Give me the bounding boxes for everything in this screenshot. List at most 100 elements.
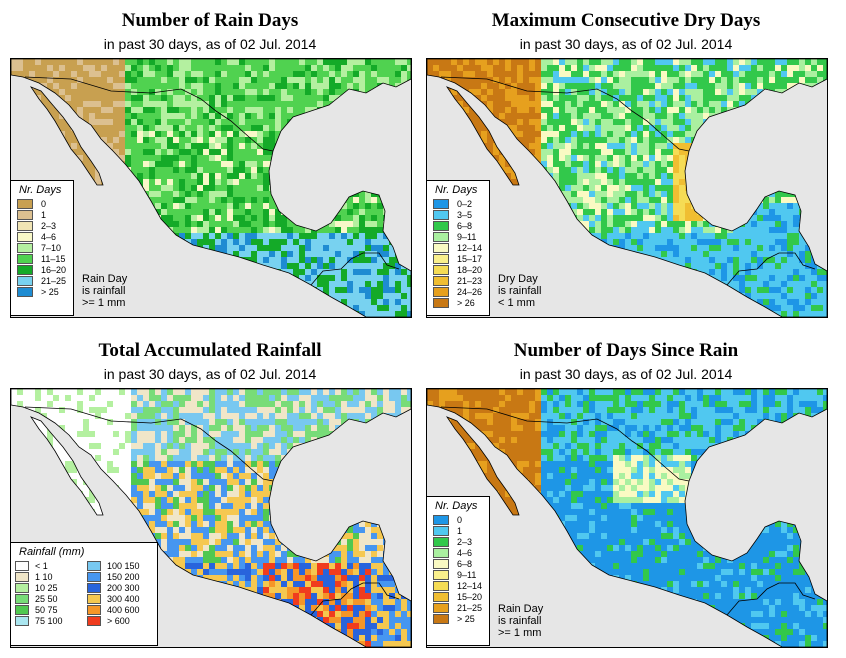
map-layer	[11, 389, 411, 647]
legend-swatch	[15, 582, 29, 593]
southern-border	[726, 582, 816, 616]
us-border	[24, 76, 274, 152]
legend-swatch	[433, 514, 449, 525]
panel-subtitle: in past 30 days, as of 02 Jul. 2014	[519, 366, 733, 382]
legend-label: 4–6	[457, 547, 473, 558]
legend-swatch	[15, 604, 29, 615]
legend-label: > 25	[41, 286, 59, 297]
legend-swatch	[433, 525, 449, 536]
legend-item: 24–26	[433, 286, 489, 297]
legend-label: 24–26	[457, 286, 483, 297]
legend-swatch	[433, 220, 449, 231]
legend-swatch	[17, 220, 33, 231]
baja-coastline	[29, 86, 104, 186]
legend-item: 6–8	[433, 220, 489, 231]
legend-item: 15–17	[433, 253, 489, 264]
legend-swatch	[87, 582, 101, 593]
coastline	[11, 389, 411, 647]
legend-label: 12–14	[457, 242, 483, 253]
legend-swatch	[15, 560, 29, 571]
panel-title: Maximum Consecutive Dry Days	[491, 10, 761, 31]
legend-label: 18–20	[457, 264, 483, 275]
legend-item: 150 200	[87, 571, 153, 582]
legend-label: 2–3	[457, 536, 473, 547]
legend-item: < 1	[15, 560, 81, 571]
legend-label: 11–15	[41, 253, 66, 264]
legend-item: 16–20	[17, 264, 73, 275]
note-line: is rainfall	[498, 285, 542, 297]
legend-label: 10 25	[35, 582, 58, 593]
legend-item: 1	[17, 209, 73, 220]
legend-swatch	[433, 275, 449, 286]
baja-coastline	[445, 86, 520, 186]
legend-label: 7–10	[41, 242, 62, 253]
note-line: >= 1 mm	[82, 297, 126, 309]
legend-total-rainfall: Rainfall (mm) < 1 100 150 1 10 150 200 10 25…	[10, 542, 158, 646]
legend-swatch	[433, 242, 449, 253]
us-border	[440, 76, 690, 152]
baja-coastline	[29, 416, 104, 516]
legend-item: > 25	[17, 286, 73, 297]
legend-swatch	[17, 253, 33, 264]
legend-label: 15–20	[457, 591, 483, 602]
legend-swatch	[433, 547, 449, 558]
legend-item: 0	[17, 198, 73, 209]
legend-item: 21–25	[17, 275, 73, 286]
baja-coastline	[445, 416, 520, 516]
legend-item: 400 600	[87, 604, 153, 615]
legend-item: 15–20	[433, 591, 489, 602]
legend-item: > 600	[87, 615, 153, 626]
legend-item: 10 25	[15, 582, 81, 593]
legend-item: 2–3	[433, 536, 489, 547]
legend-item: 2–3	[17, 220, 73, 231]
note-dry-days: Dry Day is rainfall < 1 mm	[498, 273, 541, 309]
legend-days-since-rain: Nr. Days 0 1 2–3 4–6 6–8 9–11 12–14 15–20 21–25 >…	[426, 496, 490, 646]
legend-label: 0	[457, 514, 463, 525]
legend-label: 1	[41, 209, 47, 220]
legend-label: 16–20	[41, 264, 67, 275]
legend-swatch	[433, 569, 449, 580]
legend-label: 75 100	[35, 615, 63, 626]
panel-subtitle: in past 30 days, as of 02 Jul. 2014	[103, 36, 317, 52]
legend-label: 100 150	[107, 560, 140, 571]
legend-label: 300 400	[107, 593, 140, 604]
coastline	[11, 59, 411, 317]
legend-label: 9–11	[457, 231, 477, 242]
legend-label: > 26	[457, 297, 475, 308]
legend-swatch	[87, 604, 101, 615]
legend-label: 21–25	[41, 275, 67, 286]
legend-item: 4–6	[433, 547, 489, 558]
legend-label: 50 75	[35, 604, 58, 615]
legend-swatch	[17, 209, 33, 220]
legend-label: 0	[41, 198, 47, 209]
legend-swatch	[433, 613, 449, 624]
legend-title: Rainfall (mm)	[19, 546, 85, 558]
legend-item: 3–5	[433, 209, 489, 220]
southern-border	[310, 252, 400, 286]
legend-item: 200 300	[87, 582, 153, 593]
legend-dry-days: Nr. Days 0–2 3–5 6–8 9–11 12–14 15–17 18–20 21–…	[426, 180, 490, 316]
legend-swatch	[433, 297, 449, 308]
legend-item: 100 150	[87, 560, 153, 571]
legend-label: 0–2	[457, 198, 473, 209]
note-line: < 1 mm	[498, 297, 535, 309]
legend-item: 12–14	[433, 242, 489, 253]
legend-item: 75 100	[15, 615, 81, 626]
legend-swatch	[15, 571, 29, 582]
legend-swatch	[15, 615, 29, 626]
legend-swatch	[433, 602, 449, 613]
legend-item: 18–20	[433, 264, 489, 275]
legend-swatch	[17, 231, 33, 242]
legend-item: 21–23	[433, 275, 489, 286]
panel-dry-days: Maximum Consecutive Dry Days in past 30 …	[416, 0, 836, 325]
panel-days-since-rain: Number of Days Since Rain in past 30 day…	[416, 330, 836, 655]
legend-label: 6–8	[457, 558, 473, 569]
legend-label: 3–5	[457, 209, 473, 220]
legend-swatch	[433, 231, 449, 242]
legend-swatch	[433, 558, 449, 569]
legend-label: 1	[457, 525, 463, 536]
panel-title: Number of Days Since Rain	[513, 340, 739, 361]
legend-swatch	[87, 593, 101, 604]
southern-border	[726, 252, 816, 286]
panel-total-rainfall: Total Accumulated Rainfall in past 30 da…	[0, 330, 420, 655]
